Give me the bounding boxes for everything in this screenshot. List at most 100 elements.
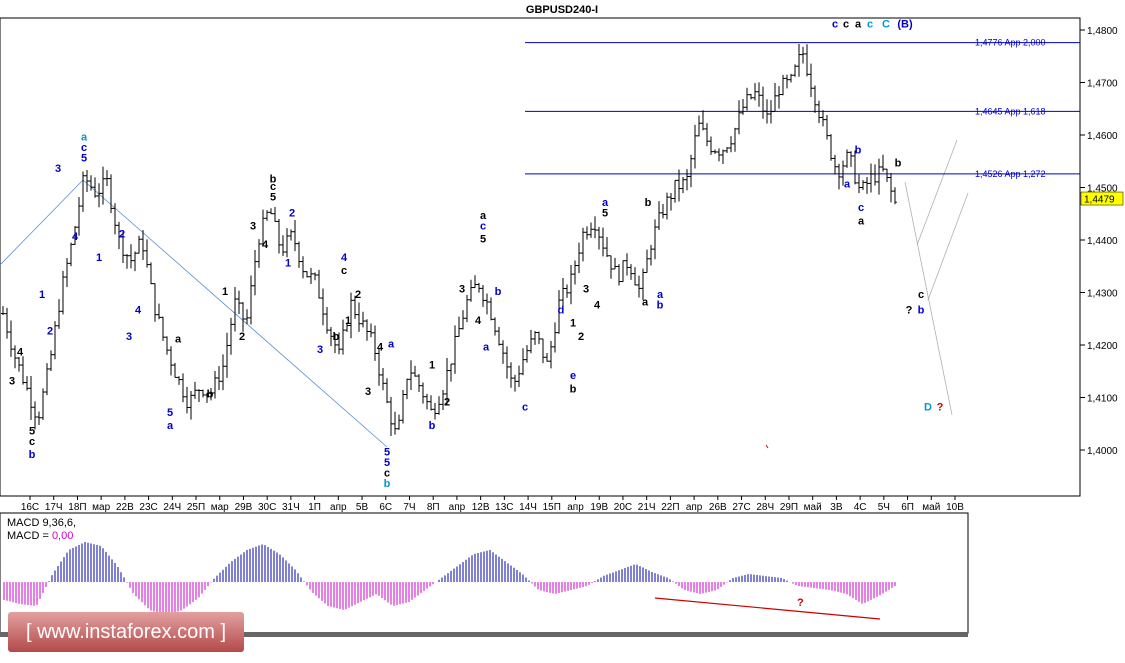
x-tick-label: 13С [495,502,513,513]
wave-label: 4 [262,239,269,251]
wave-label: 2 [289,207,295,219]
x-tick-label: 7Ч [403,502,415,513]
wave-label: 3 [55,163,61,175]
wave-label: 2 [578,331,584,343]
current-price-tag: 1,4479 [1080,191,1124,206]
wave-label: 3 [126,331,132,343]
x-tick-label: 24Ч [163,502,181,513]
wave-label: c [522,402,528,414]
wave-label: 3 [250,221,256,233]
current-price-value: 1,4479 [1084,195,1115,206]
wave-label: 5 [384,446,390,458]
x-tick-label: 15П [543,502,561,513]
watermark-logo: [ www.instaforex.com ] [8,612,244,652]
x-tick-label: 10В [946,502,964,513]
wave-label: 2 [47,326,53,338]
time-axis: 16С 17Ч 18П мар 22В 23С 24Ч 25П мар 29В 30С 31Ч 1П ап… [21,496,964,513]
wave-label: a [855,18,862,30]
wave-label: a [167,420,174,432]
wave-label: b [495,286,502,298]
wave-label: c [843,18,849,30]
wave-label: d [558,305,565,317]
wave-label: (B) [897,18,913,30]
x-tick-label: 4С [854,502,867,513]
wave-label: b [918,305,925,317]
wave-label: b [855,144,862,156]
wave-label: a [657,289,664,301]
x-tick-label: 31Ч [282,502,300,513]
wave-label: 1 [345,315,351,327]
x-tick-label: 18П [68,502,86,513]
wave-label: ? [906,305,913,317]
x-tick-label: 23С [139,502,157,513]
wave-label: b [333,331,340,343]
y-tick-label: 1,4100 [1087,394,1118,405]
wave-label: c [832,18,838,30]
wave-label: 1 [285,257,291,269]
wave-label: c [858,202,864,214]
wave-label: 2 [239,331,245,343]
wave-label: c [384,467,390,479]
wave-label: a [175,333,182,345]
wave-label: b [657,299,664,311]
fib-levels: 1,4776 App 2,000 1,4645 App 1,618 1,4526 A… [525,38,1080,179]
wave-label: 1 [96,252,102,264]
x-tick-label: 17Ч [45,502,63,513]
x-tick-label: 12В [472,502,490,513]
wave-label: 5 [602,207,608,219]
x-tick-label: 22П [661,502,679,513]
wave-label: 4 [72,231,79,243]
wave-label: 5 [480,234,486,246]
price-bars [1,43,897,436]
x-tick-label: 30С [258,502,276,513]
y-tick-label: 1,4400 [1087,236,1118,247]
wave-label: c [29,436,35,448]
wave-label: 4 [17,347,24,359]
chart-title: GBPUSD240-I [526,4,598,16]
level-label: 1,4645 App 1,618 [975,106,1046,116]
divergence-question-mark: ? [797,597,804,609]
x-tick-label: май [804,502,822,513]
wave-label: b [570,383,577,395]
x-tick-label: 19В [590,502,608,513]
x-tick-label: 3В [830,502,843,513]
wave-label: 3 [365,386,371,398]
x-tick-label: 27С [732,502,750,513]
level-label: 1,4776 App 2,000 [975,38,1046,48]
wave-label: b [207,389,214,401]
price-axis: 1,4800 1,4700 1,4600 1,4500 1,4400 1,4300 1,42… [1080,26,1118,457]
wave-label: 4 [135,305,142,317]
wave-label: b [895,158,902,170]
wave-label: 3 [317,344,323,356]
wave-label: a [642,297,649,309]
wave-label: b [645,197,652,209]
x-tick-label: 28Ч [756,502,774,513]
x-tick-label: 26В [709,502,727,513]
y-tick-label: 1,4600 [1087,131,1118,142]
wave-label: 3 [9,375,15,387]
x-tick-label: апр [449,502,466,513]
wave-label: 1 [39,289,45,301]
x-tick-label: 29В [235,502,253,513]
wave-label: ? [937,402,944,414]
x-tick-label: 5Ч [878,502,890,513]
x-tick-label: 6П [901,502,914,513]
y-tick-label: 1,4800 [1087,26,1118,37]
wave-label: c [270,181,276,193]
x-tick-label: мар [211,502,229,513]
x-tick-label: 16С [21,502,39,513]
macd-histogram [3,542,896,616]
x-tick-label: май [922,502,940,513]
y-tick-label: 1,4200 [1087,341,1118,352]
macd-value-line: MACD = 0,00 [7,530,73,542]
macd-scroll-strip [0,632,968,637]
wave-label: 3 [459,284,465,296]
wave-label: e [570,370,576,382]
x-tick-label: 14Ч [519,502,537,513]
wave-label: a [602,197,609,209]
wave-label: a [480,210,487,222]
macd-value: 0,00 [52,530,73,542]
x-tick-label: 29П [780,502,798,513]
